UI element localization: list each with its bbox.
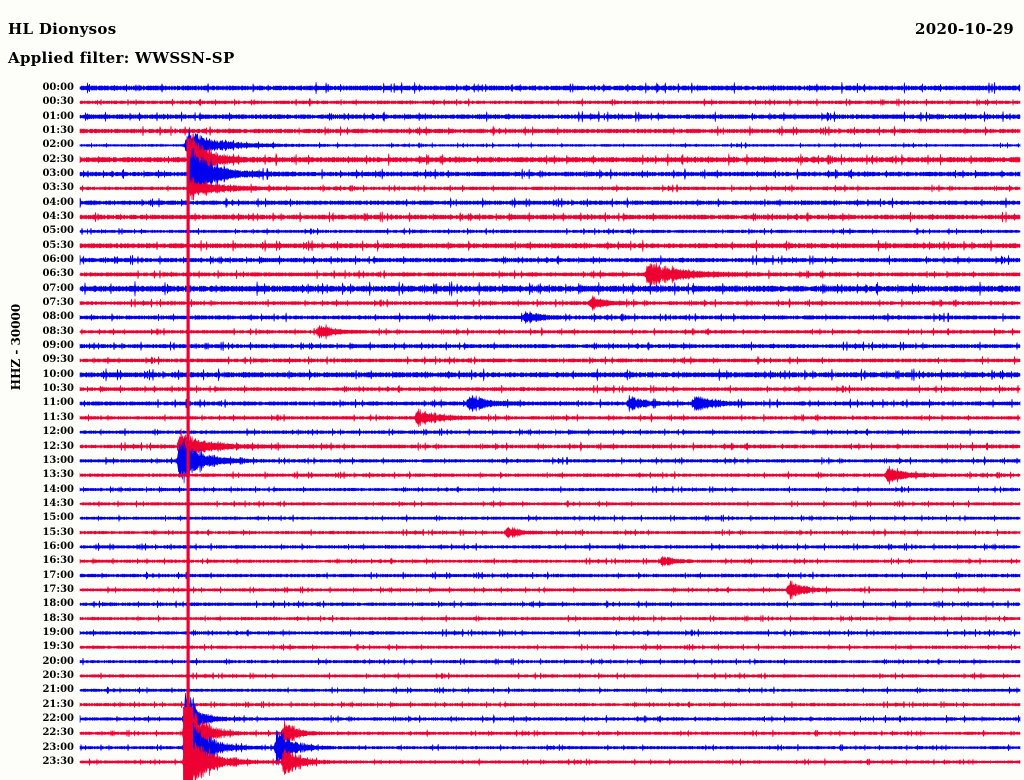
time-row-label: 17:00 <box>42 569 74 581</box>
time-row-label: 11:30 <box>42 411 74 423</box>
time-row-label: 12:30 <box>42 440 74 452</box>
time-row-label: 05:30 <box>42 239 74 251</box>
time-row-label: 15:30 <box>42 526 74 538</box>
time-row-label: 12:00 <box>42 426 74 438</box>
time-row-label: 13:30 <box>42 469 74 481</box>
time-row-label: 07:00 <box>42 282 74 294</box>
applied-filter-label: Applied filter: WWSSN-SP <box>8 49 235 67</box>
time-row-label: 10:30 <box>42 383 74 395</box>
time-row-label: 17:30 <box>42 583 74 595</box>
time-row-label: 06:00 <box>42 254 74 266</box>
time-row-label: 20:00 <box>42 655 74 667</box>
time-row-label: 05:00 <box>42 225 74 237</box>
time-row-label: 04:30 <box>42 211 74 223</box>
time-row-label: 08:30 <box>42 325 74 337</box>
time-row-label: 10:00 <box>42 368 74 380</box>
time-row-label: 21:30 <box>42 698 74 710</box>
time-row-label: 02:00 <box>42 139 74 151</box>
time-row-label: 09:00 <box>42 340 74 352</box>
time-row-label: 20:30 <box>42 669 74 681</box>
time-row-label: 14:30 <box>42 497 74 509</box>
time-row-label: 16:00 <box>42 540 74 552</box>
time-row-label: 11:00 <box>42 397 74 409</box>
time-row-label: 18:30 <box>42 612 74 624</box>
time-row-label: 03:30 <box>42 182 74 194</box>
time-row-label: 21:00 <box>42 684 74 696</box>
time-row-label: 18:00 <box>42 598 74 610</box>
time-row-label: 00:30 <box>42 96 74 108</box>
time-row-label: 01:30 <box>42 125 74 137</box>
time-row-label: 22:30 <box>42 727 74 739</box>
time-row-label: 13:00 <box>42 454 74 466</box>
time-row-label: 19:30 <box>42 641 74 653</box>
time-row-label: 08:00 <box>42 311 74 323</box>
time-row-label: 02:30 <box>42 153 74 165</box>
seismogram-plot-area: 00:00 00:30 01:00 01:30 02:00 02:30 03:00 03:30… <box>0 80 1024 780</box>
time-row-label: 01:00 <box>42 110 74 122</box>
time-row-label: 06:30 <box>42 268 74 280</box>
time-row-label: 23:00 <box>42 741 74 753</box>
time-row-label: 15:00 <box>42 512 74 524</box>
time-row-label: 07:30 <box>42 297 74 309</box>
time-row-label: 22:00 <box>42 712 74 724</box>
time-row-label: 09:30 <box>42 354 74 366</box>
time-row-label: 00:00 <box>42 82 74 93</box>
time-row-label: 23:30 <box>42 755 74 767</box>
time-row-label: 16:30 <box>42 555 74 567</box>
time-row-label: 03:00 <box>42 168 74 180</box>
time-row-label: 19:00 <box>42 626 74 638</box>
date-label: 2020-10-29 <box>915 20 1014 38</box>
time-row-label: 14:00 <box>42 483 74 495</box>
time-row-label: 04:00 <box>42 196 74 208</box>
page-title: HL Dionysos <box>8 20 117 38</box>
